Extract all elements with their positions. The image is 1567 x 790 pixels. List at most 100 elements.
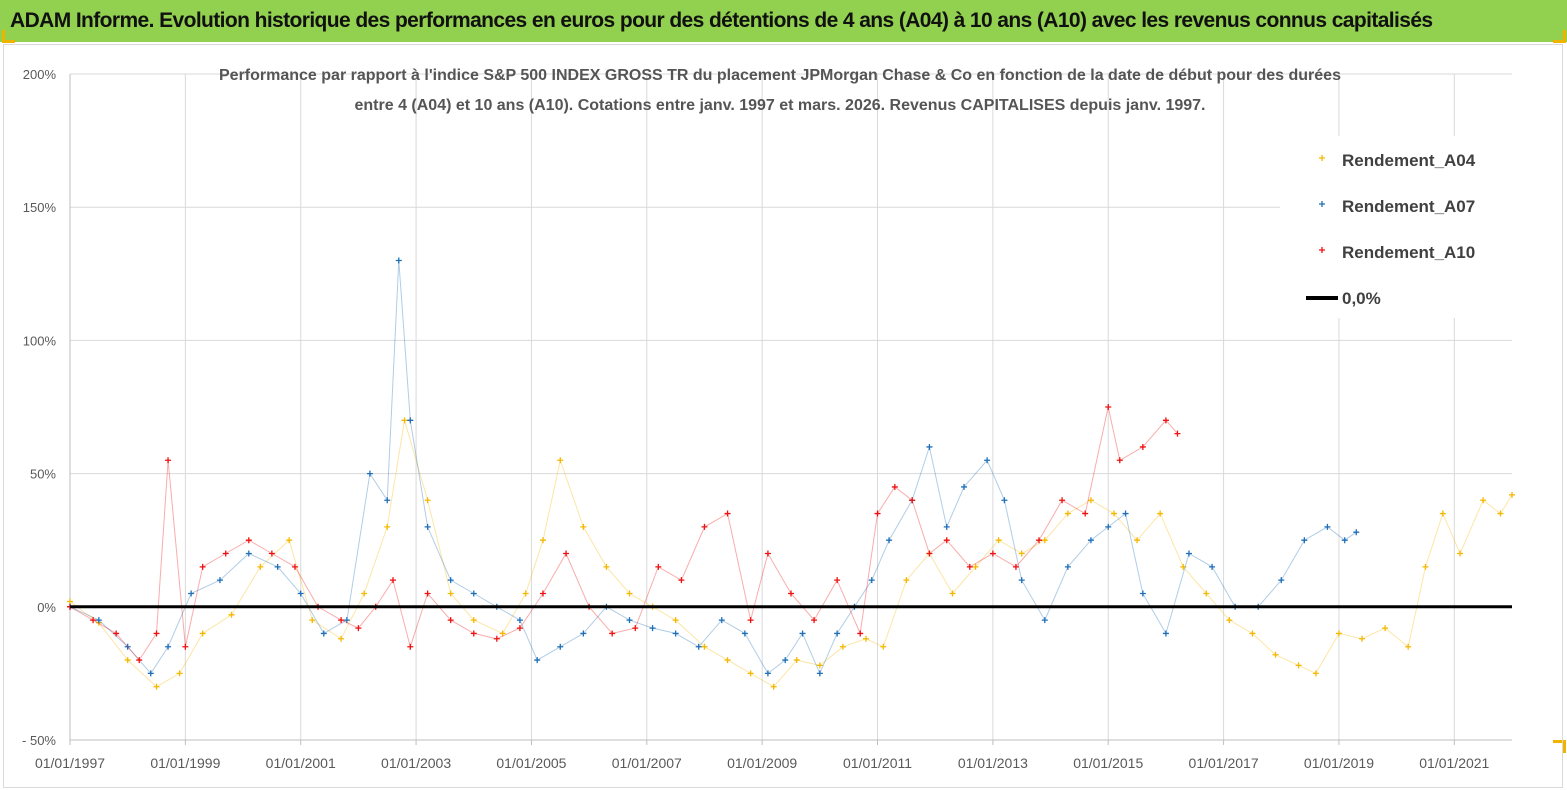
data-point: [880, 643, 887, 650]
data-point: [245, 550, 252, 557]
data-point: [961, 483, 968, 490]
series-Rendement_A10: [67, 404, 1181, 664]
data-point: [718, 617, 725, 624]
data-point: [153, 630, 160, 637]
x-tick-label: 01/01/2005: [496, 755, 566, 771]
data-point: [695, 643, 702, 650]
data-point: [338, 617, 345, 624]
corner-mark-right: [1553, 30, 1566, 43]
data-point: [1105, 404, 1112, 410]
legend-item: Rendement_A04: [1319, 151, 1476, 170]
data-point: [1312, 670, 1319, 677]
data-point: [626, 590, 633, 597]
data-point: [857, 630, 864, 637]
data-point: [1064, 510, 1071, 517]
x-tick-label: 01/01/2011: [843, 755, 912, 771]
data-point: [1295, 662, 1302, 669]
data-point: [1139, 590, 1146, 597]
legend-label: Rendement_A04: [1342, 151, 1476, 170]
data-point: [747, 617, 754, 624]
banner-title: ADAM Informe. Evolution historique des p…: [10, 9, 1433, 32]
data-point: [1162, 630, 1169, 637]
data-point: [741, 630, 748, 637]
legend-label: Rendement_A07: [1342, 197, 1475, 216]
data-point: [874, 510, 881, 517]
data-point: [1105, 523, 1112, 530]
data-point: [1226, 617, 1233, 624]
y-tick-label: 100%: [23, 333, 57, 348]
data-point: [949, 590, 956, 597]
data-point: [90, 617, 97, 624]
data-point: [216, 577, 223, 584]
x-tick-label: 01/01/2017: [1189, 755, 1259, 771]
data-point: [361, 590, 368, 597]
data-point: [747, 670, 754, 677]
data-point: [1249, 630, 1256, 637]
data-point: [1087, 497, 1094, 504]
series-trace: [69, 406, 1178, 661]
data-point: [834, 630, 841, 637]
data-point: [355, 625, 362, 632]
data-point: [424, 497, 431, 504]
x-tick-label: 01/01/2015: [1073, 755, 1143, 771]
data-point: [580, 523, 587, 530]
y-tick-label: 200%: [23, 67, 57, 82]
x-tick-label: 01/01/2007: [612, 755, 682, 771]
legend-item: 0,0%: [1306, 289, 1381, 308]
data-point: [1001, 497, 1008, 504]
chart-frame: [3, 44, 1563, 788]
data-point: [1209, 563, 1216, 570]
data-point: [943, 523, 950, 530]
data-point: [609, 630, 616, 637]
axes: [69, 74, 1512, 745]
y-tick-label: 150%: [23, 200, 57, 215]
data-point: [165, 457, 172, 464]
data-point: [136, 657, 143, 664]
data-point: [147, 670, 154, 677]
x-tick-label: 01/01/2019: [1304, 755, 1374, 771]
data-point: [1122, 510, 1129, 517]
data-point: [770, 683, 777, 690]
data-point: [626, 617, 633, 624]
data-point: [1018, 550, 1025, 557]
data-point: [516, 625, 523, 632]
data-point: [903, 577, 910, 584]
data-point: [539, 590, 546, 597]
data-point: [557, 457, 564, 464]
gridlines: [69, 73, 1512, 741]
y-tick-labels: - 50% 0% 50% 100% 150% 200%: [22, 67, 56, 748]
data-point: [113, 630, 120, 637]
data-point: [1064, 563, 1071, 570]
data-point: [447, 617, 454, 624]
data-point: [655, 563, 662, 570]
data-point: [67, 598, 73, 605]
data-point: [1439, 510, 1446, 517]
data-point: [320, 630, 327, 637]
data-point: [539, 537, 546, 544]
data-point: [1180, 563, 1187, 570]
data-point: [124, 643, 131, 650]
data-point: [1162, 417, 1169, 424]
data-point: [268, 550, 275, 557]
data-point: [1405, 643, 1412, 650]
data-point: [338, 635, 345, 642]
chart-title-line-1: Performance par rapport à l'indice S&P 5…: [219, 67, 1341, 84]
data-point: [1018, 577, 1025, 584]
data-point: [384, 497, 391, 504]
data-point: [1480, 497, 1487, 504]
data-point: [816, 670, 823, 677]
data-point: [228, 611, 235, 618]
legend-box: [1280, 136, 1512, 318]
data-point: [1139, 443, 1146, 450]
data-point: [199, 563, 206, 570]
data-point: [424, 523, 431, 530]
data-point: [1324, 523, 1331, 530]
data-point: [678, 577, 685, 584]
data-point: [1272, 651, 1279, 658]
title-banner: ADAM Informe. Evolution historique des p…: [0, 0, 1567, 42]
data-point: [1157, 510, 1164, 517]
legend-swatch-marker: [1319, 201, 1325, 207]
data-point: [1111, 510, 1118, 517]
data-point: [1203, 590, 1210, 597]
data-point: [1382, 625, 1389, 632]
